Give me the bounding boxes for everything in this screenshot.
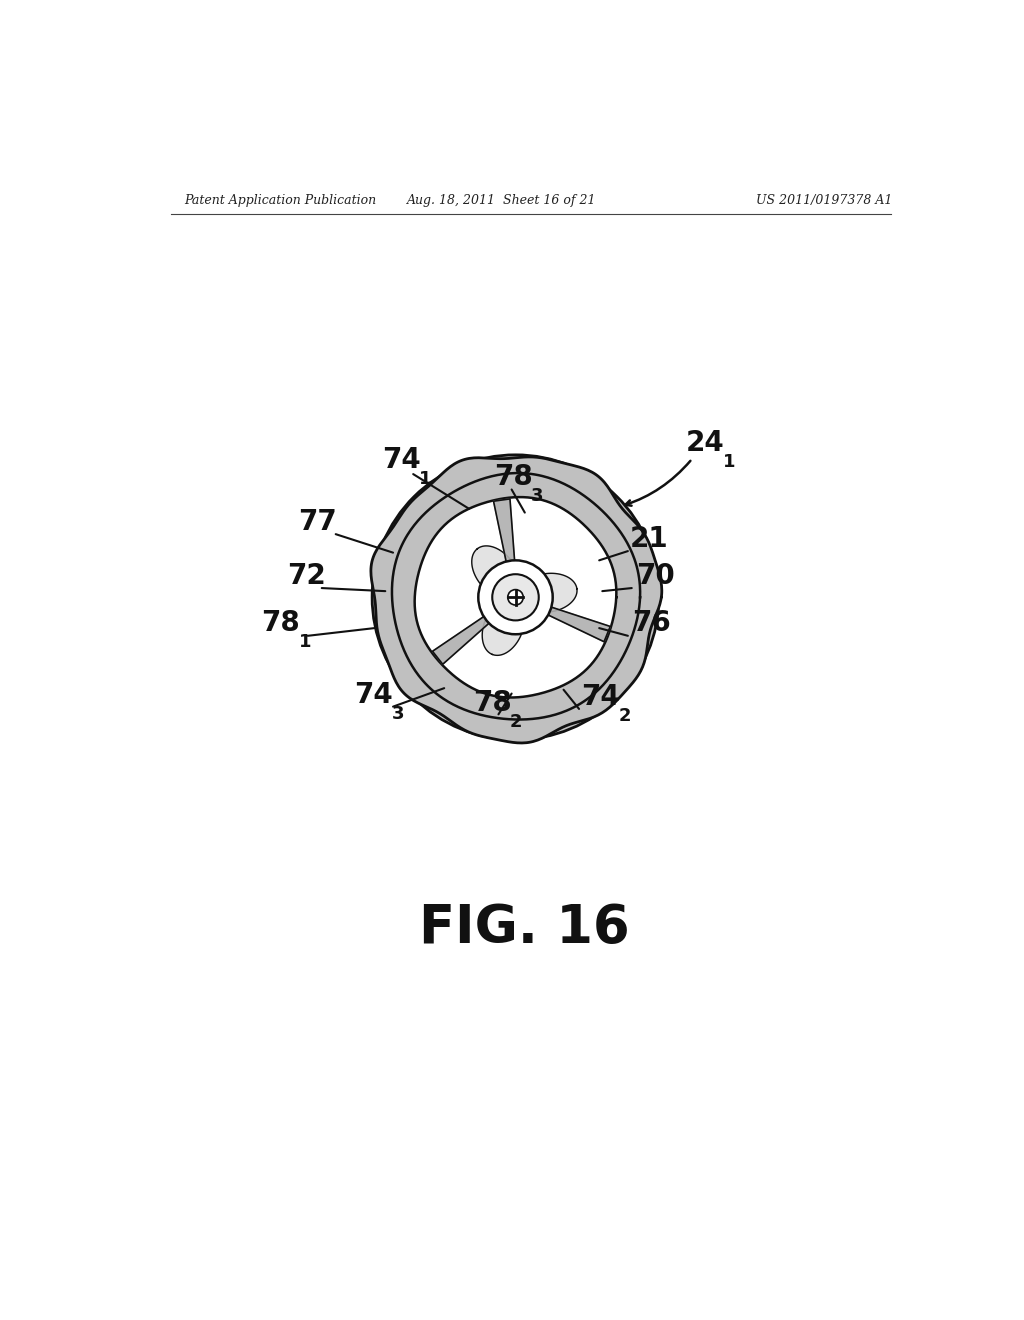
Circle shape: [372, 455, 658, 739]
Circle shape: [416, 498, 615, 697]
Text: 1: 1: [420, 470, 432, 488]
Text: 1: 1: [723, 453, 735, 471]
Polygon shape: [494, 499, 515, 574]
Polygon shape: [537, 603, 610, 642]
Text: 72: 72: [287, 561, 326, 590]
Text: 2: 2: [510, 713, 522, 730]
Circle shape: [478, 561, 553, 635]
Polygon shape: [371, 457, 662, 743]
Text: 78: 78: [494, 463, 532, 491]
Text: 74: 74: [382, 446, 421, 474]
Text: FIG. 16: FIG. 16: [420, 903, 630, 954]
Circle shape: [415, 498, 616, 697]
Text: 76: 76: [632, 610, 671, 638]
Text: 78: 78: [261, 610, 300, 638]
Text: 70: 70: [636, 561, 675, 590]
Text: 21: 21: [630, 524, 669, 553]
Text: Patent Application Publication: Patent Application Publication: [183, 194, 376, 207]
Text: 3: 3: [531, 487, 544, 506]
Circle shape: [508, 590, 523, 605]
Text: 1: 1: [299, 634, 311, 651]
Text: 2: 2: [618, 708, 631, 725]
Text: Aug. 18, 2011  Sheet 16 of 21: Aug. 18, 2011 Sheet 16 of 21: [407, 194, 597, 207]
Polygon shape: [472, 546, 519, 598]
Text: 78: 78: [473, 689, 512, 717]
Circle shape: [493, 574, 539, 620]
Text: US 2011/0197378 A1: US 2011/0197378 A1: [756, 194, 892, 207]
Text: 24: 24: [686, 429, 725, 457]
Polygon shape: [518, 573, 577, 612]
Text: 74: 74: [582, 684, 621, 711]
Text: 77: 77: [299, 508, 337, 536]
Polygon shape: [432, 610, 499, 664]
Polygon shape: [482, 599, 524, 655]
Text: 74: 74: [354, 681, 393, 709]
Text: 3: 3: [391, 705, 404, 723]
